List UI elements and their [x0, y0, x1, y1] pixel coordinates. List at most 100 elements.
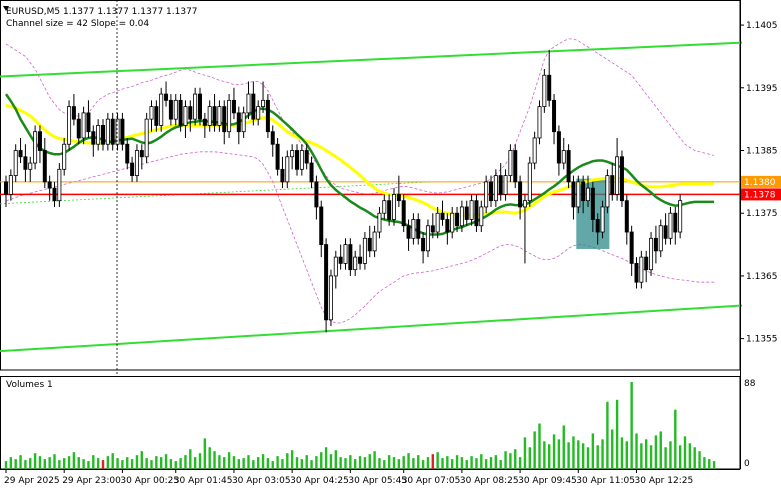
volume-bar[interactable] — [150, 460, 153, 469]
candle[interactable] — [23, 144, 28, 182]
volume-bar[interactable] — [441, 458, 444, 469]
volume-bar[interactable] — [237, 459, 240, 469]
candle[interactable] — [4, 175, 9, 207]
candle[interactable] — [610, 163, 615, 201]
volume-bar[interactable] — [494, 455, 498, 469]
candle[interactable] — [8, 169, 13, 201]
volume-bar[interactable] — [290, 450, 294, 469]
volume-bar[interactable] — [698, 451, 701, 469]
candle[interactable] — [217, 100, 222, 132]
candle[interactable] — [678, 194, 683, 239]
candle[interactable] — [28, 156, 33, 182]
candle[interactable] — [241, 106, 246, 138]
candle[interactable] — [319, 200, 324, 258]
volume-bar[interactable] — [581, 443, 585, 469]
volume-bar[interactable] — [635, 433, 638, 469]
candle[interactable] — [256, 100, 261, 126]
candle[interactable] — [615, 137, 620, 201]
volume-bar[interactable] — [43, 459, 46, 469]
candle[interactable] — [57, 163, 62, 207]
candle[interactable] — [488, 175, 493, 207]
volume-bar[interactable] — [77, 457, 80, 469]
volume-bar[interactable] — [533, 431, 536, 469]
volumes-plot[interactable] — [0, 376, 741, 470]
volume-bar[interactable] — [140, 451, 143, 469]
volume-bar[interactable] — [29, 458, 32, 469]
candle[interactable] — [130, 156, 135, 182]
candle[interactable] — [197, 87, 202, 126]
candle[interactable] — [411, 213, 416, 245]
volume-bar[interactable] — [358, 456, 362, 469]
volume-bar[interactable] — [421, 460, 425, 469]
candle[interactable] — [367, 225, 372, 258]
candle[interactable] — [42, 137, 47, 189]
candle[interactable] — [537, 100, 542, 145]
candle[interactable] — [13, 144, 18, 182]
volume-bar[interactable] — [567, 442, 570, 469]
candle[interactable] — [154, 100, 159, 132]
candle[interactable] — [275, 137, 280, 176]
candle[interactable] — [33, 125, 38, 170]
candle[interactable] — [396, 175, 401, 207]
volume-bar[interactable] — [368, 454, 371, 469]
volume-bar[interactable] — [261, 454, 265, 469]
candle[interactable] — [105, 112, 110, 151]
volume-bar[interactable] — [130, 459, 134, 469]
volume-bar[interactable] — [426, 457, 430, 469]
volume-bar[interactable] — [111, 453, 114, 469]
candle[interactable] — [619, 150, 624, 207]
volume-bar[interactable] — [116, 458, 119, 469]
volume-bar[interactable] — [121, 460, 124, 469]
volume-bar[interactable] — [247, 455, 250, 469]
volume-bar[interactable] — [300, 459, 304, 469]
candle[interactable] — [159, 87, 164, 132]
volume-bar[interactable] — [295, 457, 299, 469]
candle[interactable] — [450, 206, 455, 239]
volume-bar[interactable] — [548, 444, 551, 469]
volume-bar[interactable] — [596, 445, 599, 469]
volume-bar[interactable] — [96, 458, 100, 469]
volume-bar[interactable] — [266, 458, 270, 469]
candle[interactable] — [328, 269, 333, 327]
volume-bar[interactable] — [271, 461, 274, 469]
volume-bar[interactable] — [693, 447, 696, 469]
candle[interactable] — [571, 175, 576, 220]
volume-bar[interactable] — [674, 409, 677, 469]
candle[interactable] — [484, 175, 489, 214]
candle[interactable] — [455, 206, 460, 233]
volume-bar[interactable] — [373, 451, 376, 469]
candle[interactable] — [227, 94, 232, 138]
candle[interactable] — [445, 213, 450, 245]
candle[interactable] — [333, 250, 338, 289]
volume-bar[interactable] — [276, 456, 279, 469]
volume-bar[interactable] — [344, 458, 347, 469]
volume-bar[interactable] — [654, 435, 658, 469]
candle[interactable] — [348, 238, 353, 276]
volume-bar[interactable] — [92, 455, 95, 469]
candle[interactable] — [353, 250, 358, 276]
volume-bar[interactable] — [334, 450, 337, 469]
candle[interactable] — [265, 94, 270, 138]
volume-bar[interactable] — [712, 461, 716, 469]
volume-bar[interactable] — [135, 455, 139, 469]
volume-bar[interactable] — [4, 461, 8, 469]
volume-bar[interactable] — [499, 460, 502, 469]
volume-bar[interactable] — [184, 455, 187, 469]
volume-bar[interactable] — [460, 457, 464, 469]
candle[interactable] — [149, 100, 154, 132]
volume-bar[interactable] — [126, 457, 129, 469]
volume-bar[interactable] — [659, 431, 662, 469]
candle[interactable] — [498, 163, 503, 201]
candle[interactable] — [358, 244, 363, 270]
candle[interactable] — [629, 225, 634, 276]
volume-bar[interactable] — [82, 459, 85, 469]
candle[interactable] — [425, 219, 430, 258]
candle[interactable] — [600, 200, 605, 239]
volume-bar[interactable] — [24, 460, 27, 469]
volume-bar[interactable] — [528, 447, 531, 469]
candle[interactable] — [139, 144, 144, 170]
candle[interactable] — [576, 175, 581, 214]
candle[interactable] — [314, 175, 319, 220]
candle[interactable] — [387, 194, 392, 226]
volume-bar[interactable] — [465, 460, 468, 469]
